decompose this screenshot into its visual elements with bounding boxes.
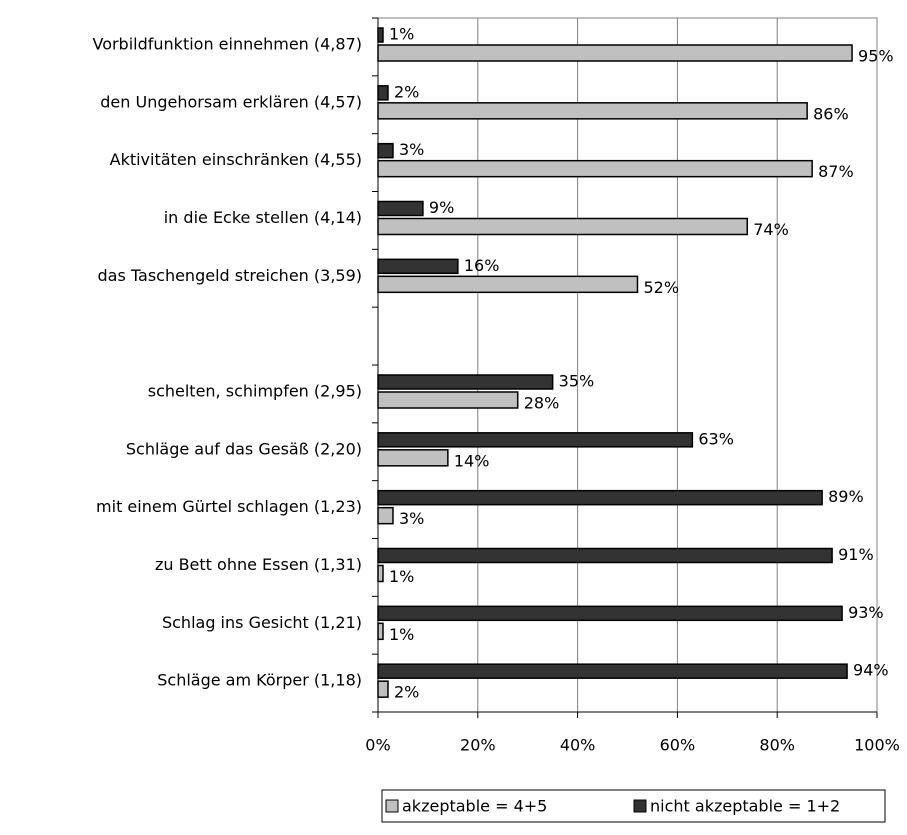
x-tick-label: 0% (365, 736, 390, 755)
value-label: 86% (813, 104, 849, 123)
bar (377, 258, 459, 275)
value-label: 93% (848, 603, 884, 622)
bar (377, 44, 853, 62)
value-label: 1% (389, 567, 414, 586)
value-label: 1% (389, 25, 414, 44)
bar (377, 489, 823, 506)
bar (377, 663, 848, 679)
legend-label: akzeptable = 4+5 (402, 797, 547, 816)
value-label: 95% (858, 47, 894, 66)
value-label: 2% (394, 683, 419, 702)
category-label: das Taschengeld streichen (3,59) (98, 266, 363, 285)
category-label: den Ungehorsam erklären (4,57) (100, 92, 362, 111)
category-label: Schläge am Körper (1,18) (157, 671, 362, 690)
bar (377, 622, 384, 641)
bar (377, 142, 394, 159)
value-label: 94% (853, 661, 889, 680)
category-label: Schläge auf das Gesäß (2,20) (126, 439, 362, 458)
category-label: mit einem Gürtel schlagen (1,23) (96, 497, 362, 516)
value-label: 3% (399, 509, 424, 528)
value-label: 89% (828, 487, 864, 506)
value-label: 1% (389, 625, 414, 644)
bar (377, 564, 384, 583)
x-tick-label: 20% (460, 736, 496, 755)
value-label: 87% (818, 162, 854, 181)
bar (377, 605, 843, 622)
category-label: Aktivitäten einschränken (4,55) (110, 150, 362, 169)
value-label: 52% (643, 278, 679, 297)
bar (377, 449, 449, 467)
value-label: 16% (464, 256, 500, 275)
bar (377, 217, 749, 236)
value-label: 2% (394, 82, 419, 101)
category-label: Schlag ins Gesicht (1,21) (162, 613, 362, 632)
bar (377, 200, 424, 217)
bar (377, 159, 813, 178)
legend-label: nicht akzeptable = 1+2 (650, 797, 840, 816)
bar (377, 432, 694, 448)
bar (377, 506, 394, 525)
legend-swatch (633, 799, 647, 813)
x-tick-label: 80% (759, 736, 795, 755)
value-label: 9% (429, 198, 454, 217)
bar (377, 680, 389, 698)
bar (377, 374, 554, 390)
bar (377, 102, 808, 120)
x-tick-label: 100% (854, 736, 900, 755)
bar (377, 275, 639, 294)
category-label: in die Ecke stellen (4,14) (164, 208, 362, 227)
bar (377, 27, 384, 43)
legend-swatch (385, 799, 399, 813)
category-label: schelten, schimpfen (2,95) (148, 382, 362, 401)
value-label: 3% (399, 140, 424, 159)
value-label: 35% (559, 372, 595, 391)
value-label: 74% (753, 220, 789, 239)
value-label: 14% (454, 451, 490, 470)
category-label: Vorbildfunktion einnehmen (4,87) (92, 35, 362, 54)
x-tick-label: 40% (560, 736, 596, 755)
value-label: 63% (698, 429, 734, 448)
bar (377, 547, 833, 564)
bar (377, 391, 519, 409)
value-label: 28% (524, 394, 560, 413)
value-label: 91% (838, 545, 874, 564)
bar (377, 85, 389, 101)
category-label: zu Bett ohne Essen (1,31) (155, 555, 362, 574)
x-tick-label: 60% (660, 736, 696, 755)
